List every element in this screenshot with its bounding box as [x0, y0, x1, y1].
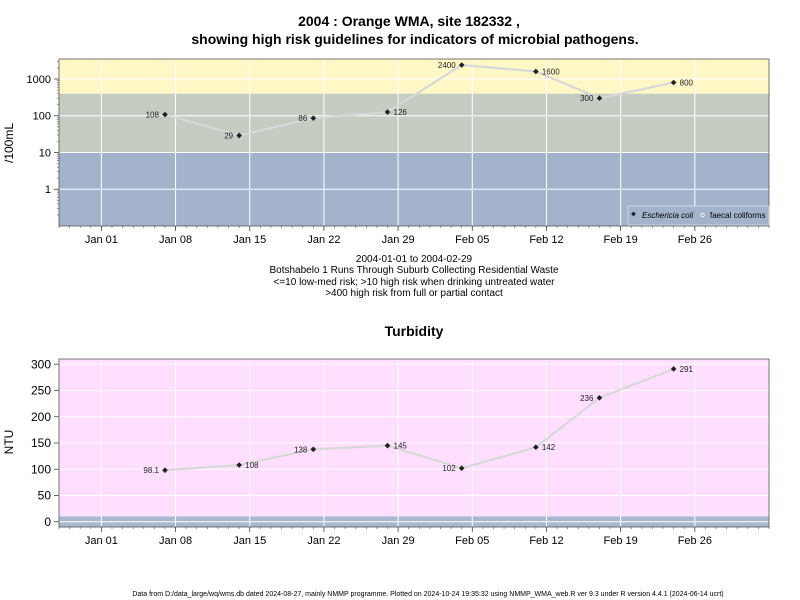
p1-data-label-0: 108	[146, 111, 160, 120]
p2-x-tick-label-7: Feb 19	[604, 535, 638, 547]
p1-band-1	[59, 93, 769, 153]
chart2-gridlines	[59, 359, 769, 527]
p2-data-label-6: 236	[580, 394, 594, 403]
legend-label-ecoli: Eschericia coli	[642, 211, 693, 220]
p2-y-tick-label-1: 50	[38, 489, 52, 503]
chart1-legend-box	[627, 205, 770, 226]
p1-point-2	[310, 115, 317, 121]
p2-data-label-5: 142	[542, 443, 556, 452]
p2-x-tick-label-5: Feb 05	[455, 535, 489, 547]
p1-x-tick-label-8: Feb 26	[678, 234, 712, 246]
p2-data-label-3: 145	[394, 442, 408, 451]
p1-point-5	[533, 68, 539, 75]
p2-data-label-0: 98.1	[143, 466, 159, 475]
chart2-x-axis: Jan 01 Jan 08 Jan 15 Jan 22 Jan 29 Feb 05 Feb …	[58, 527, 770, 547]
p2-point-7	[670, 366, 677, 372]
chart2-points: 98.1 108 138 145 102 142 236 291	[143, 365, 693, 475]
p2-y-tick-label-3: 150	[31, 436, 51, 450]
p2-data-label-2: 138	[294, 445, 308, 454]
chart1-title: 2004 : Orange WMA, site 182332 ,	[298, 13, 520, 29]
p2-series-line-0	[164, 367, 674, 472]
chart1-frame	[58, 58, 770, 227]
p1-point-7	[670, 79, 677, 86]
p2-y-tick-label-4: 200	[31, 410, 51, 424]
p1-point-6	[596, 95, 603, 102]
p1-x-tick-label-1: Jan 08	[159, 234, 192, 246]
p2-y-tick-label-6: 300	[31, 357, 51, 371]
p1-x-tick-label-6: Feb 12	[529, 234, 563, 246]
p1-y-tick-label-3: 1000	[27, 74, 51, 86]
p1-x-tick-label-3: Jan 22	[307, 234, 340, 246]
chart1-x-axis: Jan 01 Jan 08 Jan 15 Jan 22 Jan 29 Feb 05 Feb …	[58, 226, 770, 246]
p2-data-label-7: 291	[680, 365, 694, 374]
chart1-points: 108 29 86 126 2400 1600 300 800	[146, 61, 694, 140]
footer-note: Data from D:/data_large/wq/wms.db dated …	[132, 591, 723, 598]
p2-point-0	[162, 467, 168, 474]
p2-point-5	[533, 444, 539, 451]
chart1-note-daterange: 2004-01-01 to 2004-02-29	[356, 254, 473, 265]
p2-x-tick-label-1: Jan 08	[159, 535, 192, 547]
p2-y-tick-label-5: 250	[31, 384, 51, 398]
p1-band-2	[59, 59, 769, 94]
chart1-series-line	[164, 63, 674, 137]
p2-point-1	[236, 462, 242, 468]
p1-x-tick-label-0: Jan 01	[85, 234, 118, 246]
p1-x-tick-label-2: Jan 15	[233, 234, 266, 246]
p1-x-tick-label-5: Feb 05	[455, 234, 489, 246]
p2-point-6	[596, 395, 603, 401]
p1-y-tick-label-2: 100	[33, 111, 51, 123]
p1-x-tick-label-4: Jan 29	[382, 234, 415, 246]
p2-x-tick-label-8: Feb 26	[678, 535, 712, 547]
p1-series-line-0	[164, 63, 674, 137]
p2-x-tick-label-3: Jan 22	[307, 535, 340, 547]
p1-data-label-2: 86	[298, 114, 307, 123]
p2-y-tick-label-0: 0	[44, 515, 51, 529]
p1-data-label-6: 300	[580, 94, 594, 103]
chart2-y-axis: 0 50 100 150 200 250 300	[31, 357, 59, 529]
p1-y-tick-label-0: 1	[45, 184, 51, 196]
p2-data-label-4: 102	[442, 464, 456, 473]
chart1-legend: Eschericia coli faecal coliforms	[627, 205, 770, 226]
p2-y-tick-label-2: 100	[31, 462, 51, 476]
chart1-gridlines	[59, 59, 769, 226]
p2-x-tick-label-6: Feb 12	[529, 535, 563, 547]
chart2-series-line	[164, 367, 674, 472]
p2-band-1	[59, 359, 769, 517]
chart2-y-axis-label: NTU	[2, 430, 16, 455]
p1-data-label-5: 1600	[542, 67, 560, 76]
p2-point-2	[310, 446, 317, 453]
chart1-y-axis-label: /100mL	[2, 123, 16, 163]
chart1-y-axis: 1 10 100 1000	[27, 61, 59, 216]
p1-plot-border	[58, 58, 770, 227]
p1-point-1	[236, 132, 242, 139]
p2-data-label-1: 108	[245, 461, 259, 470]
legend-marker-faecal	[700, 212, 705, 218]
legend-label-faecal: faecal coliforms	[710, 211, 766, 220]
p1-y-tick-label-1: 10	[39, 147, 51, 159]
p1-data-label-3: 126	[394, 108, 408, 117]
p1-data-label-1: 29	[224, 132, 233, 141]
p1-point-0	[162, 111, 168, 118]
p1-data-label-7: 800	[680, 79, 694, 88]
p2-x-tick-label-4: Jan 29	[382, 535, 415, 547]
p1-x-tick-label-7: Feb 19	[604, 234, 638, 246]
p2-x-tick-label-0: Jan 01	[85, 535, 118, 547]
p1-data-label-4: 2400	[438, 61, 456, 70]
p1-point-3	[384, 109, 391, 115]
chart2-title: Turbidity	[385, 323, 444, 339]
p2-x-tick-label-2: Jan 15	[233, 535, 266, 547]
chart1-note-highrisk: >400 high risk from full or partial cont…	[325, 288, 503, 299]
p2-point-3	[384, 442, 391, 449]
p2-point-4	[458, 465, 465, 472]
chart1-subtitle: showing high risk guidelines for indicat…	[191, 31, 638, 47]
chart1-note-site: Botshabelo 1 Runs Through Suburb Collect…	[269, 265, 558, 276]
chart1-note-lowrisk: <=10 low-med risk; >10 high risk when dr…	[274, 277, 556, 288]
